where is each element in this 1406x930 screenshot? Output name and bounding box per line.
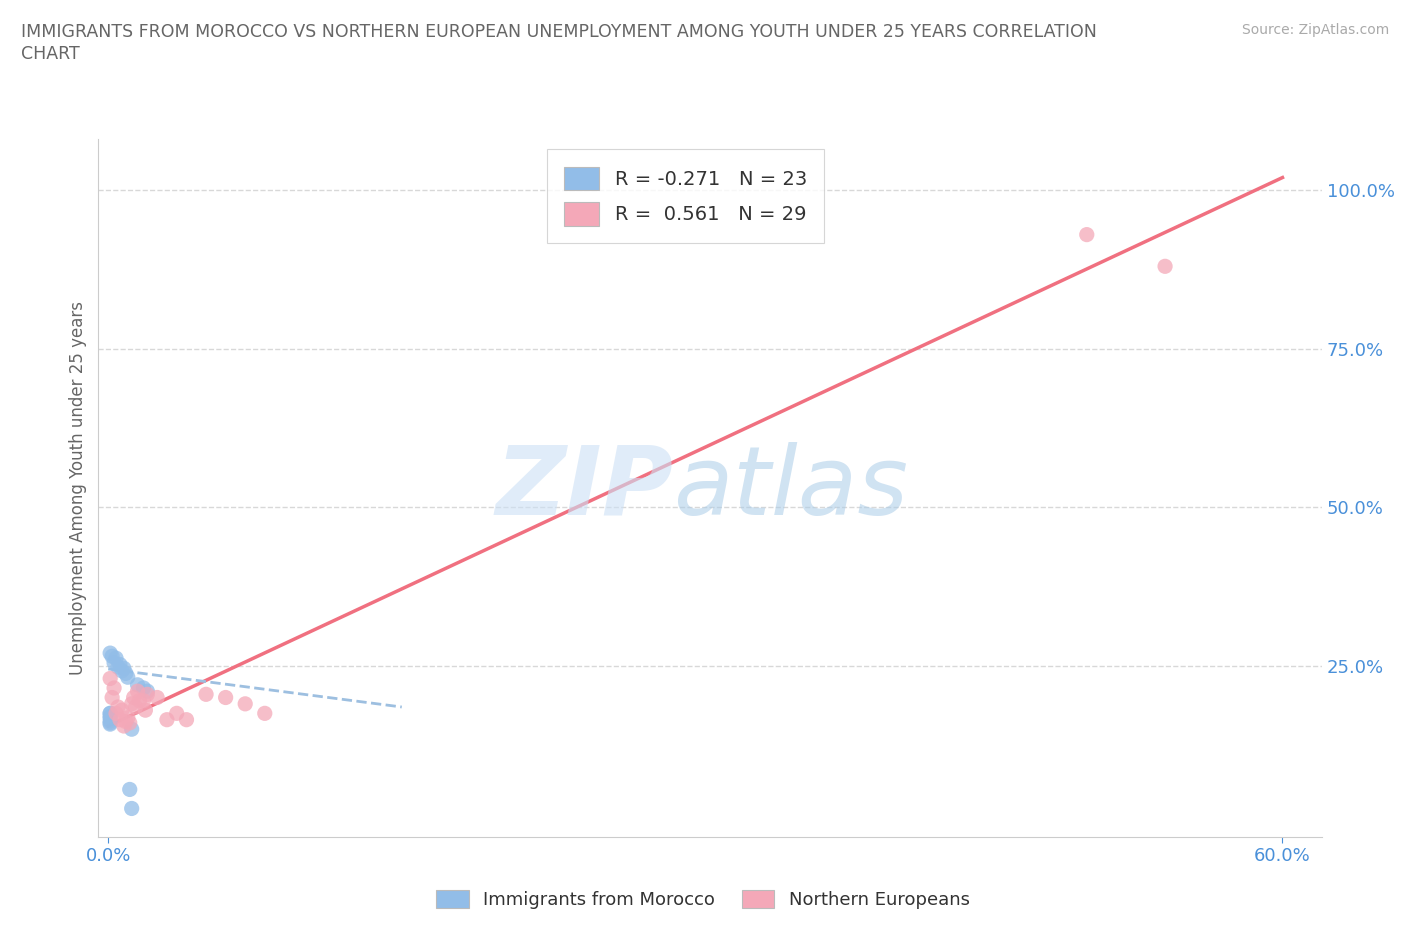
Point (132, 681, 155, 696)
Point (121, 801, 143, 816)
Point (98, 706, 121, 721)
Point (98, 717, 121, 732)
Point (166, 706, 188, 721)
Point (98, 711, 121, 725)
Point (98, 706, 121, 721)
Point (105, 706, 128, 721)
Point (112, 661, 135, 676)
Point (111, 703, 134, 718)
Point (134, 703, 156, 718)
Point (98, 671, 121, 686)
Point (176, 712, 198, 727)
Point (146, 690, 169, 705)
Point (128, 693, 150, 708)
Point (103, 656, 125, 671)
Point (101, 649, 124, 664)
Point (121, 722, 143, 737)
Text: CHART: CHART (21, 45, 80, 62)
Point (111, 663, 134, 678)
Point (117, 711, 139, 725)
Point (98, 715, 121, 730)
Point (107, 699, 129, 714)
Point (118, 782, 141, 797)
Point (121, 697, 143, 711)
Point (98, 709, 121, 724)
Point (195, 687, 218, 702)
Point (127, 677, 149, 692)
Point (98, 713, 121, 728)
Point (107, 659, 129, 674)
Legend: R = -0.271   N = 23, R =  0.561   N = 29: R = -0.271 N = 23, R = 0.561 N = 29 (547, 149, 824, 244)
Point (114, 666, 136, 681)
Point (124, 699, 146, 714)
Point (103, 681, 125, 696)
Text: ZIP: ZIP (495, 442, 673, 535)
Legend: Immigrants from Morocco, Northern Europeans: Immigrants from Morocco, Northern Europe… (429, 883, 977, 916)
Point (101, 690, 124, 705)
Point (105, 651, 128, 666)
Point (127, 684, 149, 698)
Point (118, 715, 141, 730)
Point (112, 719, 135, 734)
Point (114, 714, 136, 729)
Point (233, 697, 256, 711)
Point (156, 712, 179, 727)
Text: atlas: atlas (673, 442, 908, 535)
Point (108, 712, 131, 727)
Point (136, 684, 159, 698)
Text: Source: ZipAtlas.com: Source: ZipAtlas.com (1241, 23, 1389, 37)
Text: IMMIGRANTS FROM MOROCCO VS NORTHERN EUROPEAN UNEMPLOYMENT AMONG YOUTH UNDER 25 Y: IMMIGRANTS FROM MOROCCO VS NORTHERN EURO… (21, 23, 1097, 41)
Point (122, 690, 145, 705)
Point (132, 693, 155, 708)
Point (1076, 227, 1098, 242)
Point (214, 690, 236, 705)
Point (253, 706, 276, 721)
Point (117, 670, 139, 684)
Y-axis label: Unemployment Among Youth under 25 years: Unemployment Among Youth under 25 years (69, 301, 87, 675)
Point (1154, 259, 1177, 273)
Point (98, 645, 121, 660)
Point (136, 687, 159, 702)
Point (108, 658, 131, 672)
